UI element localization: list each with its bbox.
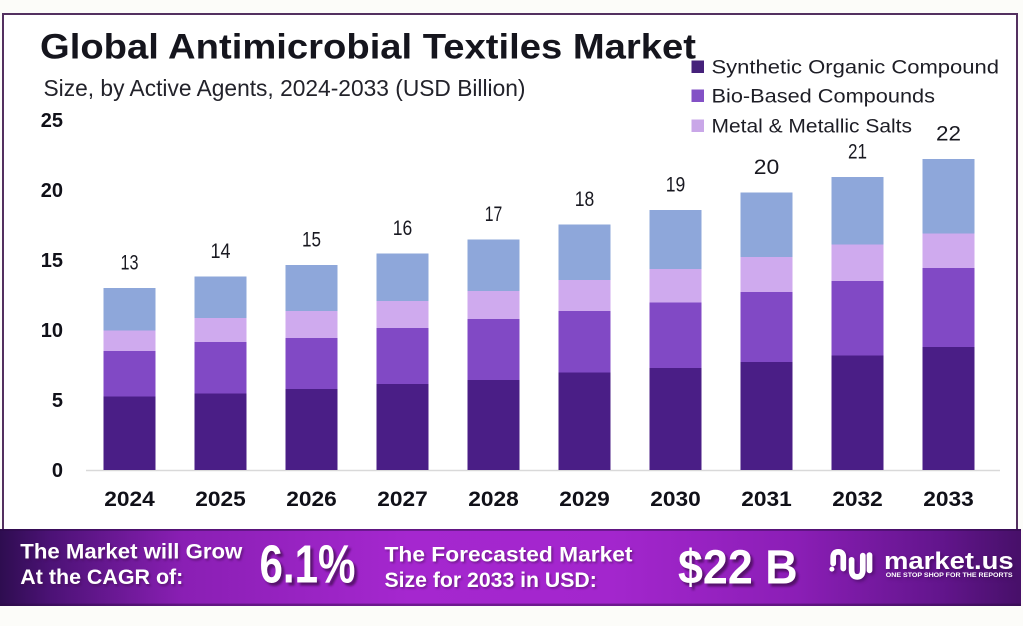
- svg-text:0: 0: [52, 460, 63, 482]
- svg-text:20: 20: [754, 156, 780, 179]
- svg-text:The Forecasted Market: The Forecasted Market: [385, 544, 633, 567]
- svg-text:2025: 2025: [195, 488, 246, 511]
- svg-text:Global Antimicrobial Textiles: Global Antimicrobial Textiles Market: [40, 28, 696, 67]
- svg-text:$22 B: $22 B: [681, 544, 801, 597]
- svg-text:15: 15: [41, 250, 63, 272]
- svg-text:At the CAGR of:: At the CAGR of:: [20, 566, 183, 589]
- svg-text:21: 21: [848, 141, 867, 164]
- svg-text:The Forecasted Market: The Forecasted Market: [386, 545, 634, 568]
- svg-text:19: 19: [666, 174, 686, 197]
- svg-text:2033: 2033: [923, 488, 974, 511]
- svg-text:market.us: market.us: [884, 548, 1014, 575]
- svg-text:5: 5: [52, 390, 63, 412]
- svg-text:13: 13: [121, 252, 139, 275]
- svg-text:Metal & Metallic Salts: Metal & Metallic Salts: [712, 116, 913, 138]
- svg-text:2026: 2026: [286, 488, 337, 511]
- svg-text:The Market will Grow: The Market will Grow: [22, 543, 245, 566]
- svg-text:25: 25: [41, 110, 63, 132]
- svg-text:6.1%: 6.1%: [262, 537, 358, 597]
- svg-text:2024: 2024: [104, 488, 155, 511]
- svg-text:$22 B: $22 B: [678, 542, 798, 595]
- svg-text:14: 14: [211, 240, 231, 263]
- svg-text:22: 22: [936, 123, 961, 146]
- svg-text:Size, by Active Agents, 2024-2: Size, by Active Agents, 2024-2033 (USD B…: [44, 75, 526, 101]
- svg-text:2027: 2027: [377, 488, 428, 511]
- svg-text:2032: 2032: [832, 488, 883, 511]
- svg-text:16: 16: [393, 217, 413, 240]
- svg-text:10: 10: [41, 320, 63, 342]
- svg-text:18: 18: [575, 188, 595, 211]
- svg-text:2028: 2028: [468, 488, 519, 511]
- svg-text:2030: 2030: [650, 488, 701, 511]
- svg-text:6.1%: 6.1%: [260, 535, 356, 595]
- svg-text:Size for 2033 in USD:: Size for 2033 in USD:: [386, 571, 598, 594]
- svg-text:Bio-Based Compounds: Bio-Based Compounds: [712, 86, 936, 108]
- svg-text:2029: 2029: [559, 488, 610, 511]
- svg-text:ONE STOP SHOP FOR THE REPORTS: ONE STOP SHOP FOR THE REPORTS: [886, 572, 1013, 579]
- svg-text:2031: 2031: [741, 488, 792, 511]
- svg-text:17: 17: [485, 203, 503, 226]
- svg-text:The Market will Grow: The Market will Grow: [20, 541, 243, 564]
- svg-text:At the CAGR of:: At the CAGR of:: [22, 568, 185, 591]
- svg-text:15: 15: [302, 229, 321, 252]
- svg-text:Synthetic Organic Compound: Synthetic Organic Compound: [712, 57, 1000, 79]
- svg-text:Size for 2033 in USD:: Size for 2033 in USD:: [385, 569, 597, 592]
- svg-text:20: 20: [41, 180, 63, 202]
